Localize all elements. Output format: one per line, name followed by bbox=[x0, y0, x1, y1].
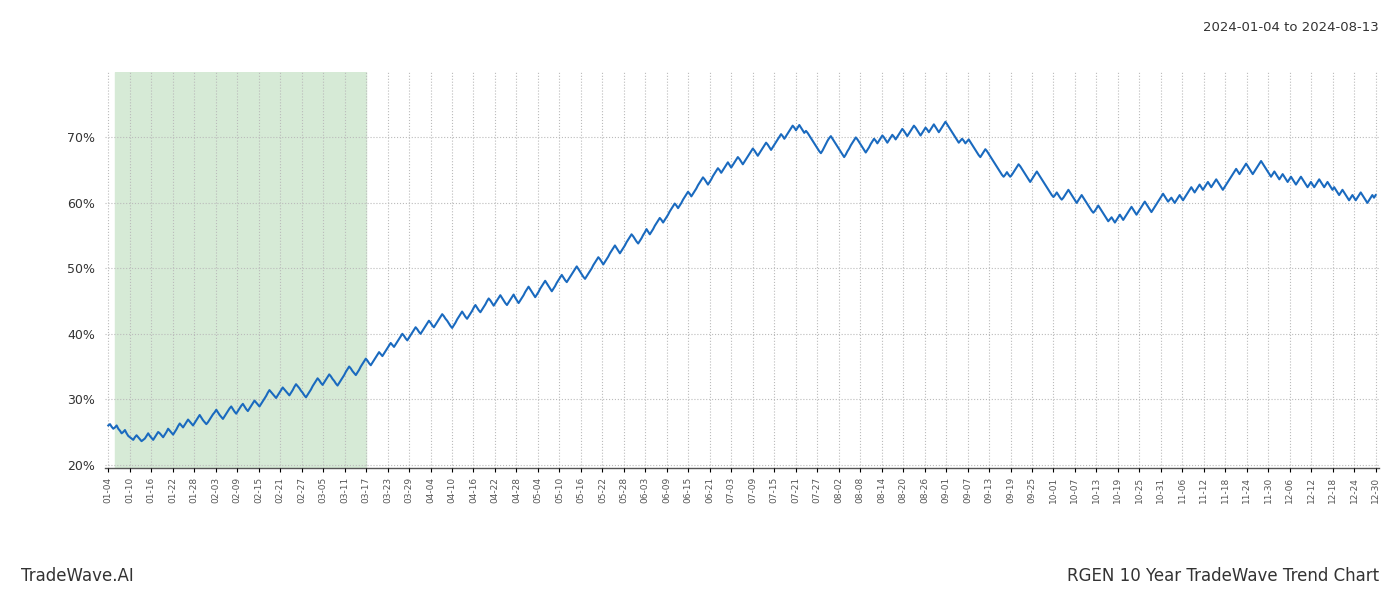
Text: RGEN 10 Year TradeWave Trend Chart: RGEN 10 Year TradeWave Trend Chart bbox=[1067, 567, 1379, 585]
Text: TradeWave.AI: TradeWave.AI bbox=[21, 567, 134, 585]
Bar bbox=[115, 72, 365, 468]
Text: 2024-01-04 to 2024-08-13: 2024-01-04 to 2024-08-13 bbox=[1203, 21, 1379, 34]
